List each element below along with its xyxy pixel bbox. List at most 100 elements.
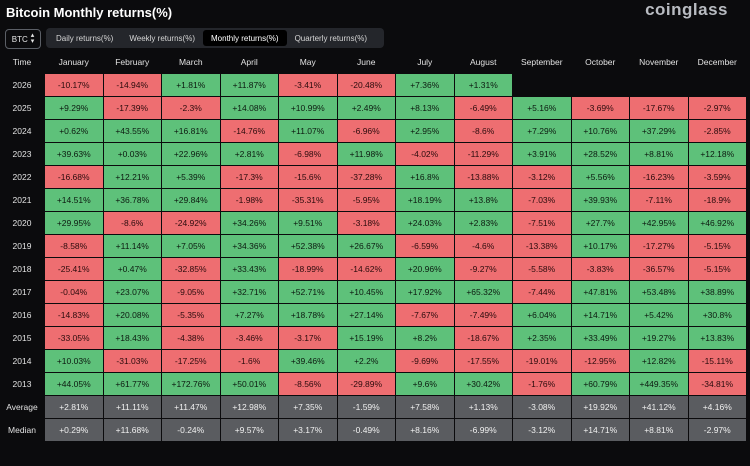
row-label-year: 2025 [12,103,32,113]
return-cell: +20.96% [396,258,454,280]
return-cell: -8.56% [279,373,337,395]
return-cell: -17.67% [630,97,688,119]
return-cell: -9.69% [396,350,454,372]
return-cell: +65.32% [454,281,512,303]
return-cell: -10.17% [45,74,103,96]
return-cell: +1.31% [454,74,512,96]
return-cell: +34.36% [220,235,278,257]
summary-cell: +19.92% [571,396,629,418]
column-header: November [639,57,679,67]
return-cell: +10.45% [337,281,395,303]
return-cell: +0.62% [45,120,103,142]
return-cell: -16.68% [45,166,103,188]
row-label-summary: Average [6,402,38,412]
return-cell: -1.76% [513,373,571,395]
return-cell: -2.85% [688,120,746,142]
return-cell: +1.81% [162,74,220,96]
return-cell: +39.46% [279,350,337,372]
return-cell: +14.51% [45,189,103,211]
return-cell: +20.08% [103,304,161,326]
return-cell: +30.42% [454,373,512,395]
return-cell: +12.18% [688,143,746,165]
row-label-year: 2024 [12,126,32,136]
column-header: December [697,57,737,67]
return-cell: +12.21% [103,166,161,188]
return-cell: +5.56% [571,166,629,188]
return-cell: +42.95% [630,212,688,234]
return-cell: +7.29% [513,120,571,142]
return-cell: -33.05% [45,327,103,349]
return-cell: -4.6% [454,235,512,257]
return-cell: +2.81% [220,143,278,165]
return-cell: -14.62% [337,258,395,280]
return-cell: -19.01% [513,350,571,372]
return-cell: -8.6% [103,212,161,234]
summary-cell: +0.29% [45,419,103,441]
return-cell: +19.27% [630,327,688,349]
return-cell: +11.87% [220,74,278,96]
return-cell: +13.8% [454,189,512,211]
return-cell: +18.78% [279,304,337,326]
summary-cell: +14.71% [571,419,629,441]
return-cell: +36.78% [103,189,161,211]
return-cell: +14.71% [571,304,629,326]
return-cell: +18.43% [103,327,161,349]
tab-daily[interactable]: Daily returns(%) [56,33,114,43]
return-cell: -5.95% [337,189,395,211]
return-cell: -3.18% [337,212,395,234]
return-cell: -29.89% [337,373,395,395]
return-cell: +29.84% [162,189,220,211]
return-cell: -6.49% [454,97,512,119]
column-header-time: Time [12,57,32,67]
column-header: May [299,57,316,67]
summary-cell: -3.12% [513,419,571,441]
return-cell: -6.96% [337,120,395,142]
return-cell: -18.67% [454,327,512,349]
return-cell: +32.71% [220,281,278,303]
return-cell: -15.11% [688,350,746,372]
return-cell: +9.6% [396,373,454,395]
summary-cell: -1.59% [337,396,395,418]
return-cell: -3.69% [571,97,629,119]
return-cell: +15.19% [337,327,395,349]
return-cell: +34.26% [220,212,278,234]
return-cell: +39.63% [45,143,103,165]
return-cell: -34.81% [688,373,746,395]
return-cell: +16.81% [162,120,220,142]
return-cell: +18.19% [396,189,454,211]
return-cell: -3.41% [279,74,337,96]
return-cell: +16.8% [396,166,454,188]
summary-cell: +11.47% [162,396,220,418]
return-cell: +23.07% [103,281,161,303]
return-cell: +26.67% [337,235,395,257]
row-label-year: 2019 [12,241,32,251]
return-cell: -5.15% [688,235,746,257]
tab-monthly[interactable]: Monthly returns(%) [203,30,287,46]
return-cell: -7.67% [396,304,454,326]
return-cell [689,74,747,96]
return-cell: +17.92% [396,281,454,303]
return-cell: -4.38% [162,327,220,349]
return-cell: -17.39% [103,97,161,119]
return-cell: +12.82% [630,350,688,372]
return-cell: +7.36% [396,74,454,96]
return-cell: +43.55% [103,120,161,142]
return-cell: -2.3% [162,97,220,119]
return-cell: +11.98% [337,143,395,165]
return-cell: -8.6% [454,120,512,142]
return-cell: +7.05% [162,235,220,257]
asset-select[interactable]: BTC ▴ ▾ [5,29,41,49]
return-cell: -11.29% [454,143,512,165]
summary-cell: +8.81% [630,419,688,441]
return-cell: -7.49% [454,304,512,326]
returns-table: Time January February March April May June July… [0,51,746,441]
return-cell: +5.42% [630,304,688,326]
return-cell: -13.88% [454,166,512,188]
return-cell: -18.99% [279,258,337,280]
tab-weekly[interactable]: Weekly returns(%) [129,33,195,43]
tab-quarterly[interactable]: Quarterly returns(%) [294,33,368,43]
column-header: July [417,57,433,67]
summary-cell: +11.11% [103,396,161,418]
return-cell: +33.49% [571,327,629,349]
return-cell: +0.03% [103,143,161,165]
